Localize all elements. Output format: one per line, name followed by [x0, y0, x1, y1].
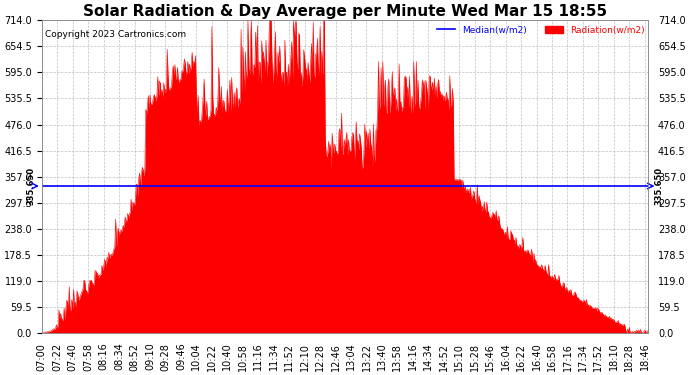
Text: Copyright 2023 Cartronics.com: Copyright 2023 Cartronics.com [45, 30, 186, 39]
Legend: Median(w/m2), Radiation(w/m2): Median(w/m2), Radiation(w/m2) [433, 22, 648, 38]
Text: 335.650: 335.650 [654, 167, 663, 205]
Text: 335.650: 335.650 [27, 167, 36, 205]
Title: Solar Radiation & Day Average per Minute Wed Mar 15 18:55: Solar Radiation & Day Average per Minute… [83, 4, 607, 19]
